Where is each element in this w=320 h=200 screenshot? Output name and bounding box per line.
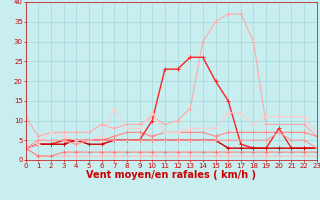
X-axis label: Vent moyen/en rafales ( km/h ): Vent moyen/en rafales ( km/h ) (86, 170, 256, 180)
